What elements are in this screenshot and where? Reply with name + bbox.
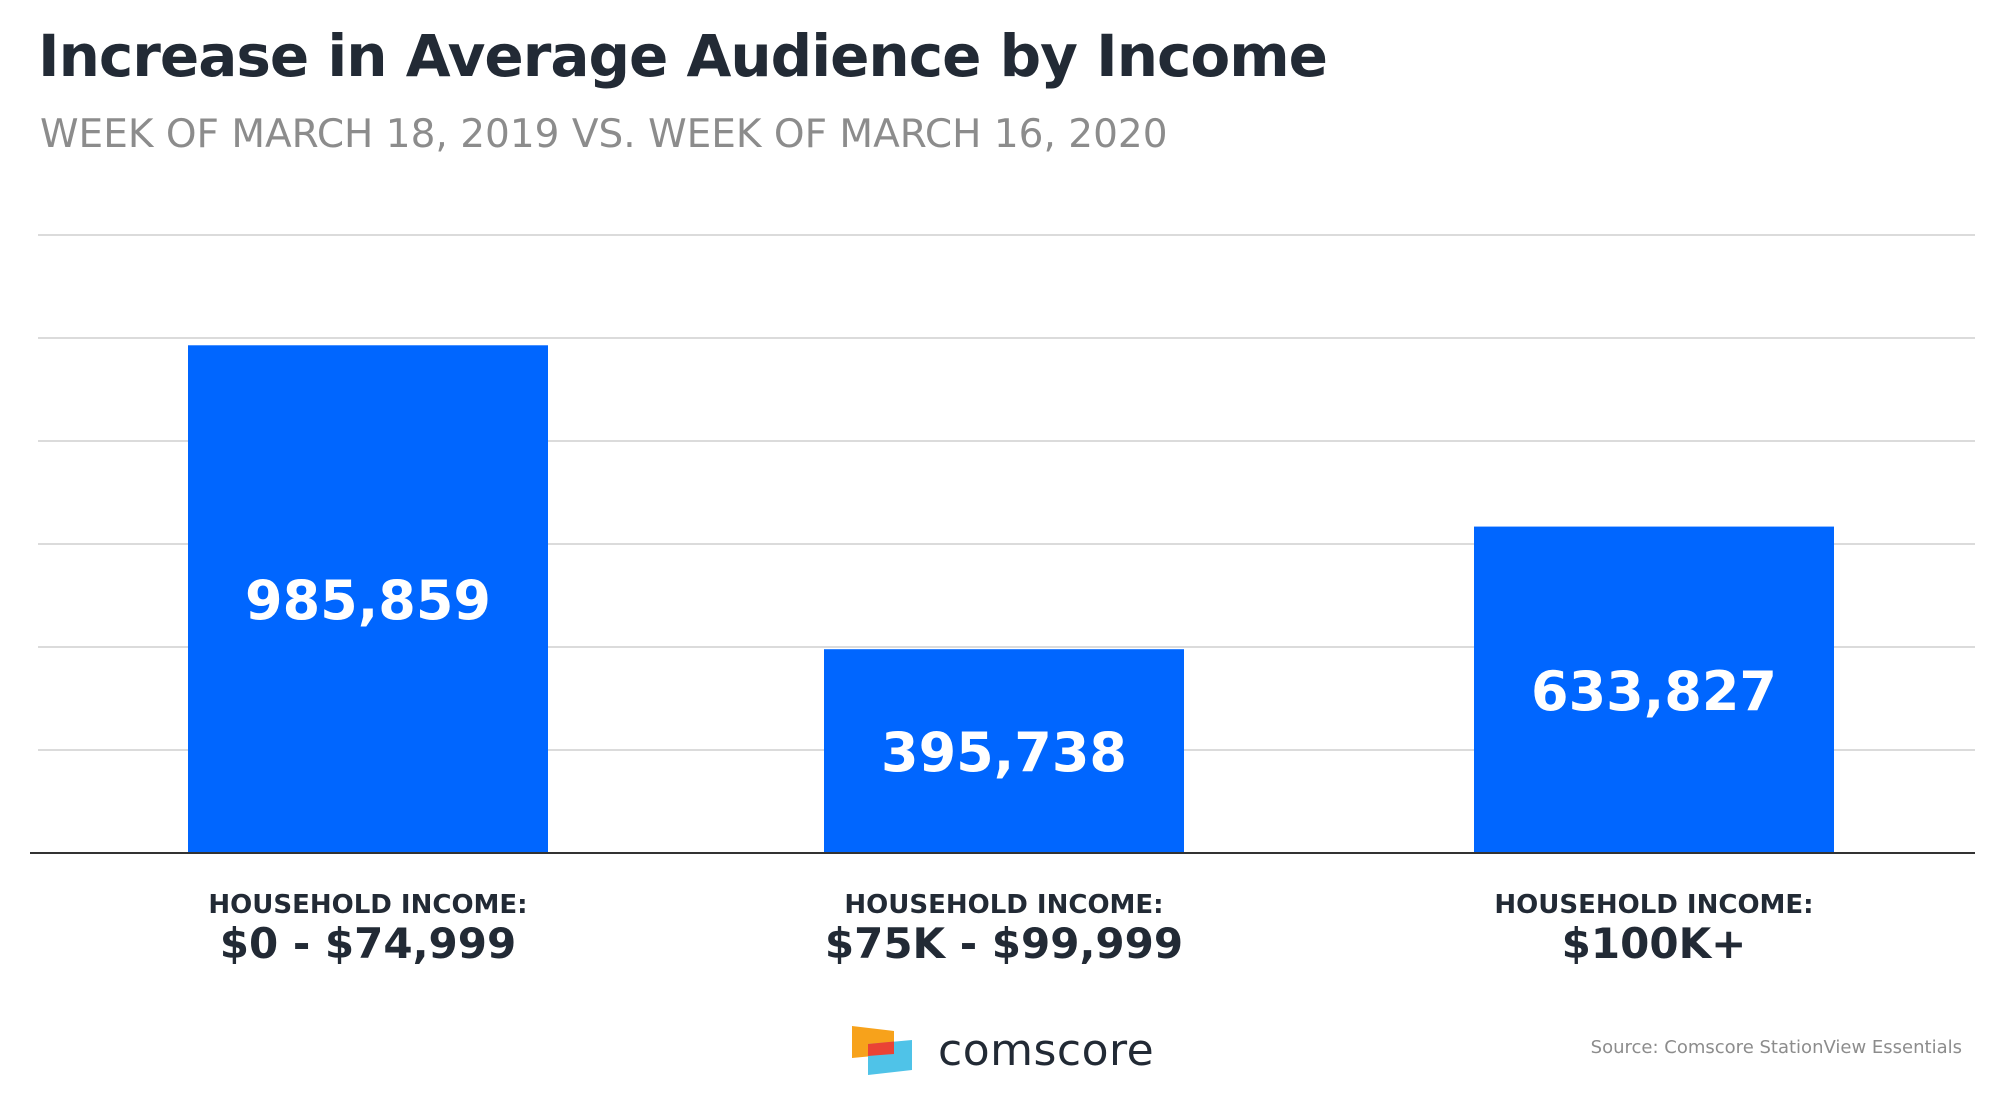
comscore-logo-icon	[852, 1026, 912, 1075]
bar-1	[188, 345, 548, 853]
chart-subtitle: WEEK OF MARCH 18, 2019 VS. WEEK OF MARCH…	[40, 112, 1168, 157]
category-label-range: $100K+	[1562, 919, 1747, 968]
category-label-heading: HOUSEHOLD INCOME:	[208, 890, 527, 920]
category-label-range: $75K - $99,999	[825, 919, 1183, 968]
category-label-range: $0 - $74,999	[220, 919, 516, 968]
comscore-logo: comscore	[850, 1022, 1154, 1078]
bar-value-labels: 985,859 395,738 633,827	[245, 569, 1777, 784]
comscore-logo-text: comscore	[938, 1024, 1155, 1076]
source-note: Source: Comscore StationView Essentials	[1590, 1037, 1962, 1058]
bar-value-label: 395,738	[881, 721, 1127, 784]
category-label-heading: HOUSEHOLD INCOME:	[844, 890, 1163, 920]
bar-3	[1474, 526, 1834, 853]
bar-value-label: 633,827	[1531, 660, 1777, 723]
bars	[188, 345, 1834, 853]
bar-value-label: 985,859	[245, 569, 491, 632]
category-label-heading: HOUSEHOLD INCOME:	[1494, 890, 1813, 920]
bar-2	[824, 649, 1184, 853]
chart-title: Increase in Average Audience by Income	[38, 22, 1328, 90]
